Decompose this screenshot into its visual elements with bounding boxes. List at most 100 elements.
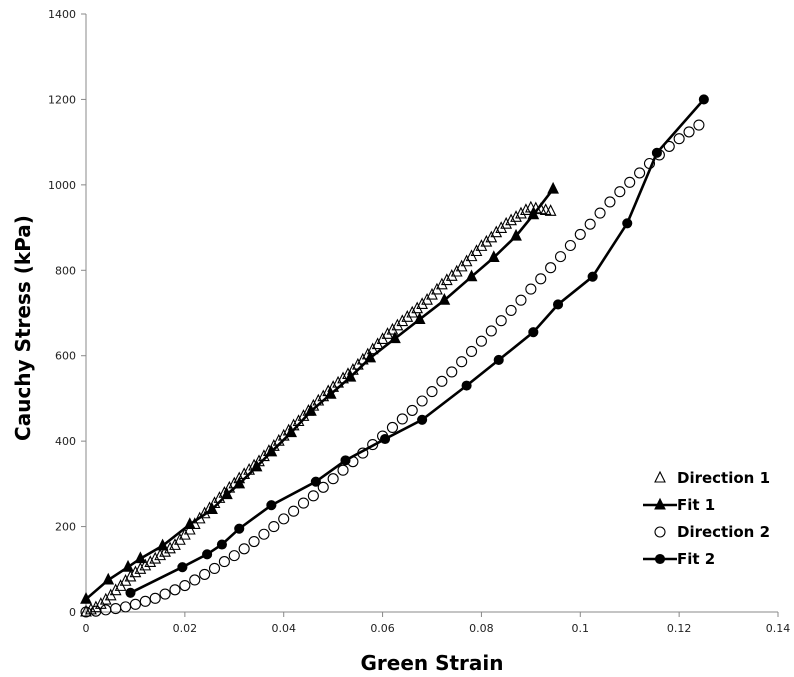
direction-2-point bbox=[149, 592, 161, 604]
direction-2-point bbox=[456, 356, 468, 368]
direction-1-point bbox=[440, 273, 453, 286]
direction-1-point bbox=[149, 551, 162, 564]
y-tick-label: 800 bbox=[55, 264, 76, 277]
direction-2-point bbox=[554, 251, 567, 263]
axes bbox=[81, 13, 779, 617]
direction-2-point bbox=[218, 556, 230, 568]
direction-2-point bbox=[614, 186, 626, 198]
fit-2-point bbox=[177, 562, 188, 573]
fit-1-point bbox=[134, 551, 147, 564]
fit-1-point bbox=[547, 181, 559, 194]
direction-2-point bbox=[693, 119, 705, 131]
legend-label: Fit 2 bbox=[677, 550, 715, 568]
direction-2-point bbox=[564, 239, 576, 252]
series-fit-1 bbox=[80, 181, 559, 604]
fit-2-point bbox=[379, 433, 391, 445]
direction-2-point bbox=[248, 535, 260, 548]
direction-1-point bbox=[435, 277, 448, 290]
fit-2-line bbox=[129, 98, 705, 594]
direction-2-point bbox=[545, 262, 557, 274]
y-axis-title: Cauchy Stress (kPa) bbox=[11, 215, 35, 441]
series-fit-2 bbox=[125, 94, 709, 598]
direction-2-point bbox=[634, 167, 646, 179]
direction-2-point bbox=[228, 550, 240, 562]
direction-2-point bbox=[129, 598, 141, 610]
fit-1-point bbox=[220, 487, 233, 500]
x-tick-label: 0.14 bbox=[766, 622, 791, 635]
fit-1-point bbox=[80, 591, 92, 604]
fit-1-point bbox=[389, 331, 401, 344]
direction-1-point bbox=[500, 216, 513, 229]
y-tick-label: 1200 bbox=[48, 93, 76, 106]
y-tick-label: 0 bbox=[69, 606, 76, 619]
x-tick-label: 0 bbox=[83, 622, 90, 635]
series-direction-2 bbox=[80, 119, 705, 618]
direction-1-point bbox=[124, 569, 137, 582]
direction-2-point bbox=[327, 473, 339, 485]
direction-2-point bbox=[367, 439, 379, 451]
x-tick-label: 0.1 bbox=[572, 622, 590, 635]
direction-1-point bbox=[391, 318, 404, 331]
y-tick-label: 1400 bbox=[48, 8, 76, 21]
direction-1-point bbox=[119, 574, 132, 586]
fit-2-point bbox=[698, 94, 709, 105]
direction-1-point bbox=[480, 234, 493, 247]
series-layer bbox=[80, 94, 709, 618]
direction-2-point bbox=[100, 604, 112, 616]
direction-2-point bbox=[139, 595, 151, 607]
direction-2-point bbox=[683, 126, 695, 138]
direction-1-point bbox=[406, 305, 419, 318]
fit-1-point bbox=[156, 538, 169, 551]
direction-2-point bbox=[426, 386, 438, 398]
fit-2-point bbox=[310, 476, 321, 487]
fit-1-point bbox=[487, 250, 500, 263]
direction-1-point bbox=[411, 301, 424, 314]
legend-label: Direction 2 bbox=[677, 523, 770, 541]
direction-1-point bbox=[520, 203, 532, 216]
direction-1-point bbox=[80, 604, 92, 617]
fit-1-point bbox=[305, 404, 317, 416]
direction-2-point bbox=[386, 421, 399, 434]
legend-label: Direction 1 bbox=[677, 469, 770, 487]
fit-1-point bbox=[364, 350, 377, 363]
x-axis-title: Green Strain bbox=[360, 651, 503, 675]
fit-1-point bbox=[265, 444, 278, 457]
direction-1-point bbox=[99, 592, 112, 605]
direction-2-point bbox=[535, 273, 547, 285]
fit-1-point bbox=[465, 269, 478, 282]
fit-2-point bbox=[340, 455, 351, 466]
fit-2-point bbox=[552, 299, 564, 310]
direction-2-point bbox=[574, 228, 586, 240]
direction-2-point bbox=[505, 304, 517, 316]
y-tick-label: 400 bbox=[55, 435, 76, 448]
fit-1-point bbox=[413, 312, 426, 324]
direction-2-point bbox=[278, 513, 290, 525]
direction-1-point bbox=[134, 562, 147, 574]
y-tick-label: 600 bbox=[55, 350, 76, 363]
direction-2-point bbox=[525, 283, 537, 295]
direction-1-point bbox=[475, 239, 488, 251]
fit-1-point bbox=[527, 207, 540, 220]
x-tick-label: 0.04 bbox=[271, 622, 296, 635]
fit-2-point bbox=[234, 523, 245, 534]
direction-2-point bbox=[307, 490, 319, 502]
legend-marker bbox=[654, 470, 666, 483]
direction-2-point bbox=[663, 140, 675, 152]
fit-2-point bbox=[493, 354, 504, 366]
direction-2-point bbox=[396, 413, 408, 425]
legend-item-fit-2: Fit 2 bbox=[643, 550, 715, 568]
fit-2-point bbox=[622, 218, 633, 229]
direction-2-point bbox=[485, 325, 497, 337]
y-tick-label: 200 bbox=[55, 521, 76, 534]
legend-item-fit-1: Fit 1 bbox=[643, 496, 715, 514]
legend-item-direction-1: Direction 1 bbox=[654, 469, 770, 487]
direction-1-point bbox=[164, 541, 176, 554]
direction-2-point bbox=[268, 521, 280, 533]
direction-1-point bbox=[386, 322, 399, 335]
direction-2-point bbox=[189, 574, 201, 586]
fit-1-point bbox=[183, 517, 196, 529]
direction-2-point bbox=[624, 176, 636, 188]
direction-2-point bbox=[169, 584, 181, 596]
direction-2-point bbox=[594, 207, 606, 219]
direction-2-point bbox=[673, 133, 685, 145]
